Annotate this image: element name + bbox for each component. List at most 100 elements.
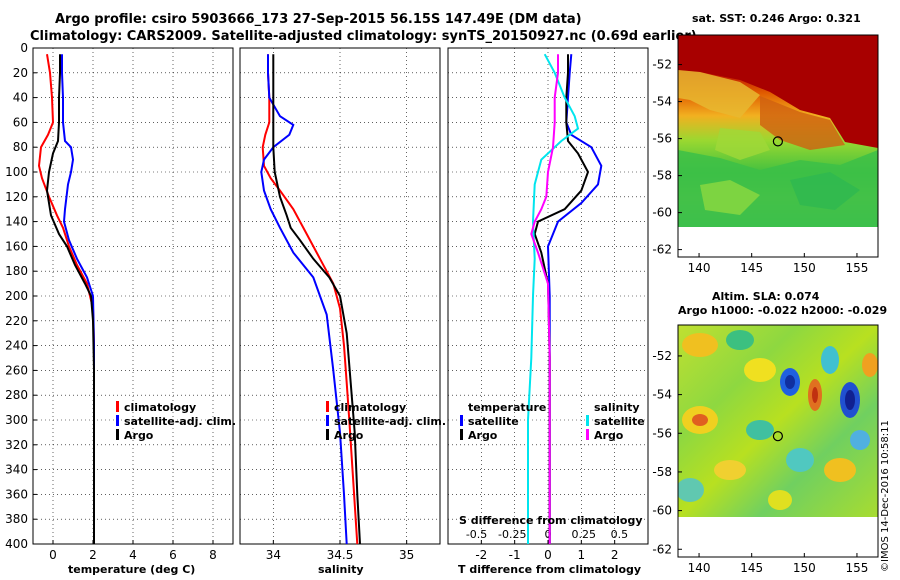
x-tick-label-2: 4 [129,548,137,562]
x-tick-label-2: 35 [399,548,414,562]
sla-map-ticks: -52 -54 -56 -58 -60 -62 140 145 150 155 [652,349,868,575]
depth-tick-label-400: 400 [5,537,28,551]
title-line-2: Climatology: CARS2009. Satellite-adjuste… [30,29,697,44]
depth-tick-label-260: 260 [5,363,28,377]
difference-lines [527,53,603,544]
sst-map-title: sat. SST: 0.246 Argo: 0.321 [692,12,861,25]
map-ytick-label-0: -52 [652,349,672,363]
depth-tick-label-160: 160 [5,239,28,253]
map-xtick-label-1: 145 [740,561,763,575]
map-ytick-label-1: -54 [652,388,672,402]
sal-legend-label-argo: Argo [334,429,364,442]
diff-legend-temperature-header: temperature [468,401,546,414]
argo-position-marker [772,431,783,442]
depth-tick-label-140: 140 [5,215,28,229]
temperature-panel: 0204060801001201401601802002202402602803… [5,41,236,562]
depth-tick-label-320: 320 [5,438,28,452]
x-tick-label-4: 8 [209,548,217,562]
difference-x-ticks: -2 -1 0 1 2 -0.5 -0.25 0 0.25 0.5 [466,528,628,562]
x-tick-label-0: 0 [49,548,57,562]
map-xtick-label-3: 155 [845,261,868,275]
diff-legend-label-s-satellite: satellite [594,415,645,428]
map-xtick-label-3: 155 [845,561,868,575]
depth-tick-label-40: 40 [13,91,28,105]
sst-map: -52 -54 -56 -58 -60 -62 140 145 150 155 [652,34,879,275]
salinity-legend: climatology satellite-adj. clim. Argo [326,401,446,442]
s-diff-tick-label-2: 0 [545,528,552,541]
depth-tick-label-60: 60 [13,115,28,129]
x-tick-label-2: 0 [544,548,552,562]
depth-tick-label-100: 100 [5,165,28,179]
diff-legend-label-s-argo: Argo [594,429,624,442]
salinity-x-ticks: 34 34.5 35 [266,540,414,562]
legend-swatch-climatology [116,401,119,412]
map-ytick-label-5: -62 [652,542,672,556]
salinity-xlabel: salinity [318,563,364,576]
diff-legend-label-t-satellite: satellite [468,415,519,428]
map-xtick-label-2: 150 [793,261,816,275]
sla-map-frame [677,324,879,558]
depth-tick-label-120: 120 [5,190,28,204]
x-tick-label-3: 6 [169,548,177,562]
temperature-xlabel: temperature (deg C) [68,563,196,576]
sal-legend-swatch-satellite [326,415,329,426]
legend-label-climatology: climatology [124,401,196,414]
map-ytick-label-3: -58 [652,465,672,479]
map-xtick-label-0: 140 [688,261,711,275]
depth-tick-label-280: 280 [5,388,28,402]
depth-tick-label-180: 180 [5,264,28,278]
legend-swatch-argo [116,429,119,440]
difference-legend: temperature satellite Argo salinity sate… [459,401,645,527]
depth-tick-label-380: 380 [5,512,28,526]
argo-position-marker [772,136,783,147]
depth-tick-label-300: 300 [5,413,28,427]
temperature-lines [37,54,95,544]
depth-tick-label-200: 200 [5,289,28,303]
sla-map: -52 -54 -56 -58 -60 -62 140 145 150 155 [652,324,879,575]
depth-tick-label-80: 80 [13,140,28,154]
series-line-argo [45,54,95,544]
diff-legend-swatch-t-satellite [460,415,463,426]
temperature-legend: climatology satellite-adj. clim. Argo [116,401,236,442]
difference-panel: -2 -1 0 1 2 -0.5 -0.25 0 0.25 0.5 temperature sat… [447,47,649,562]
temperature-x-ticks: 0 2 4 6 8 [49,540,217,562]
s-diff-tick-label-3: 0.25 [571,528,596,541]
x-tick-label-1: -1 [509,548,521,562]
map-xtick-label-2: 150 [793,561,816,575]
diff-legend-swatch-s-satellite [586,415,589,426]
temperature-depth-ticks: 0 20 40 60 80 100 120 140 160 180 200 220 240 260 280 3… [5,41,37,551]
sal-legend-swatch-climatology [326,401,329,412]
sal-legend-swatch-argo [326,429,329,440]
diff-legend-label-t-argo: Argo [468,429,498,442]
map-ytick-label-4: -60 [652,206,672,220]
legend-label-satellite: satellite-adj. clim. [124,415,236,428]
sla-no-data [678,517,878,557]
x-tick-label-1: 2 [89,548,97,562]
depth-tick-label-340: 340 [5,463,28,477]
map-ytick-label-5: -62 [652,243,672,257]
diff-legend-swatch-t-argo [460,429,463,440]
sal-legend-label-climatology: climatology [334,401,406,414]
map-xtick-label-1: 145 [740,261,763,275]
series-line-climatology [261,54,359,545]
legend-swatch-satellite [116,415,119,426]
map-ytick-label-3: -58 [652,169,672,183]
series-line-satellite-adj-clim- [260,54,348,545]
tdiff-xlabel: T difference from climatology [458,563,642,576]
x-tick-label-0: 34 [266,548,281,562]
series-line-salinity-argo [530,54,559,544]
sst-map-ticks: -52 -54 -56 -58 -60 -62 140 145 150 155 [652,58,868,275]
map-ytick-label-2: -56 [652,426,672,440]
depth-tick-label-220: 220 [5,314,28,328]
diff-legend-swatch-s-argo [586,429,589,440]
depth-tick-label-20: 20 [13,66,28,80]
series-line-salinity-satellite [527,53,580,544]
map-xtick-label-0: 140 [688,561,711,575]
x-tick-label-3: 1 [578,548,586,562]
s-diff-axis-label: S difference from climatology [459,514,643,527]
depth-tick-label-0: 0 [20,41,28,55]
x-tick-label-0: -2 [475,548,487,562]
x-tick-label-1: 34.5 [327,548,354,562]
map-ytick-label-4: -60 [652,504,672,518]
depth-tick-label-240: 240 [5,339,28,353]
